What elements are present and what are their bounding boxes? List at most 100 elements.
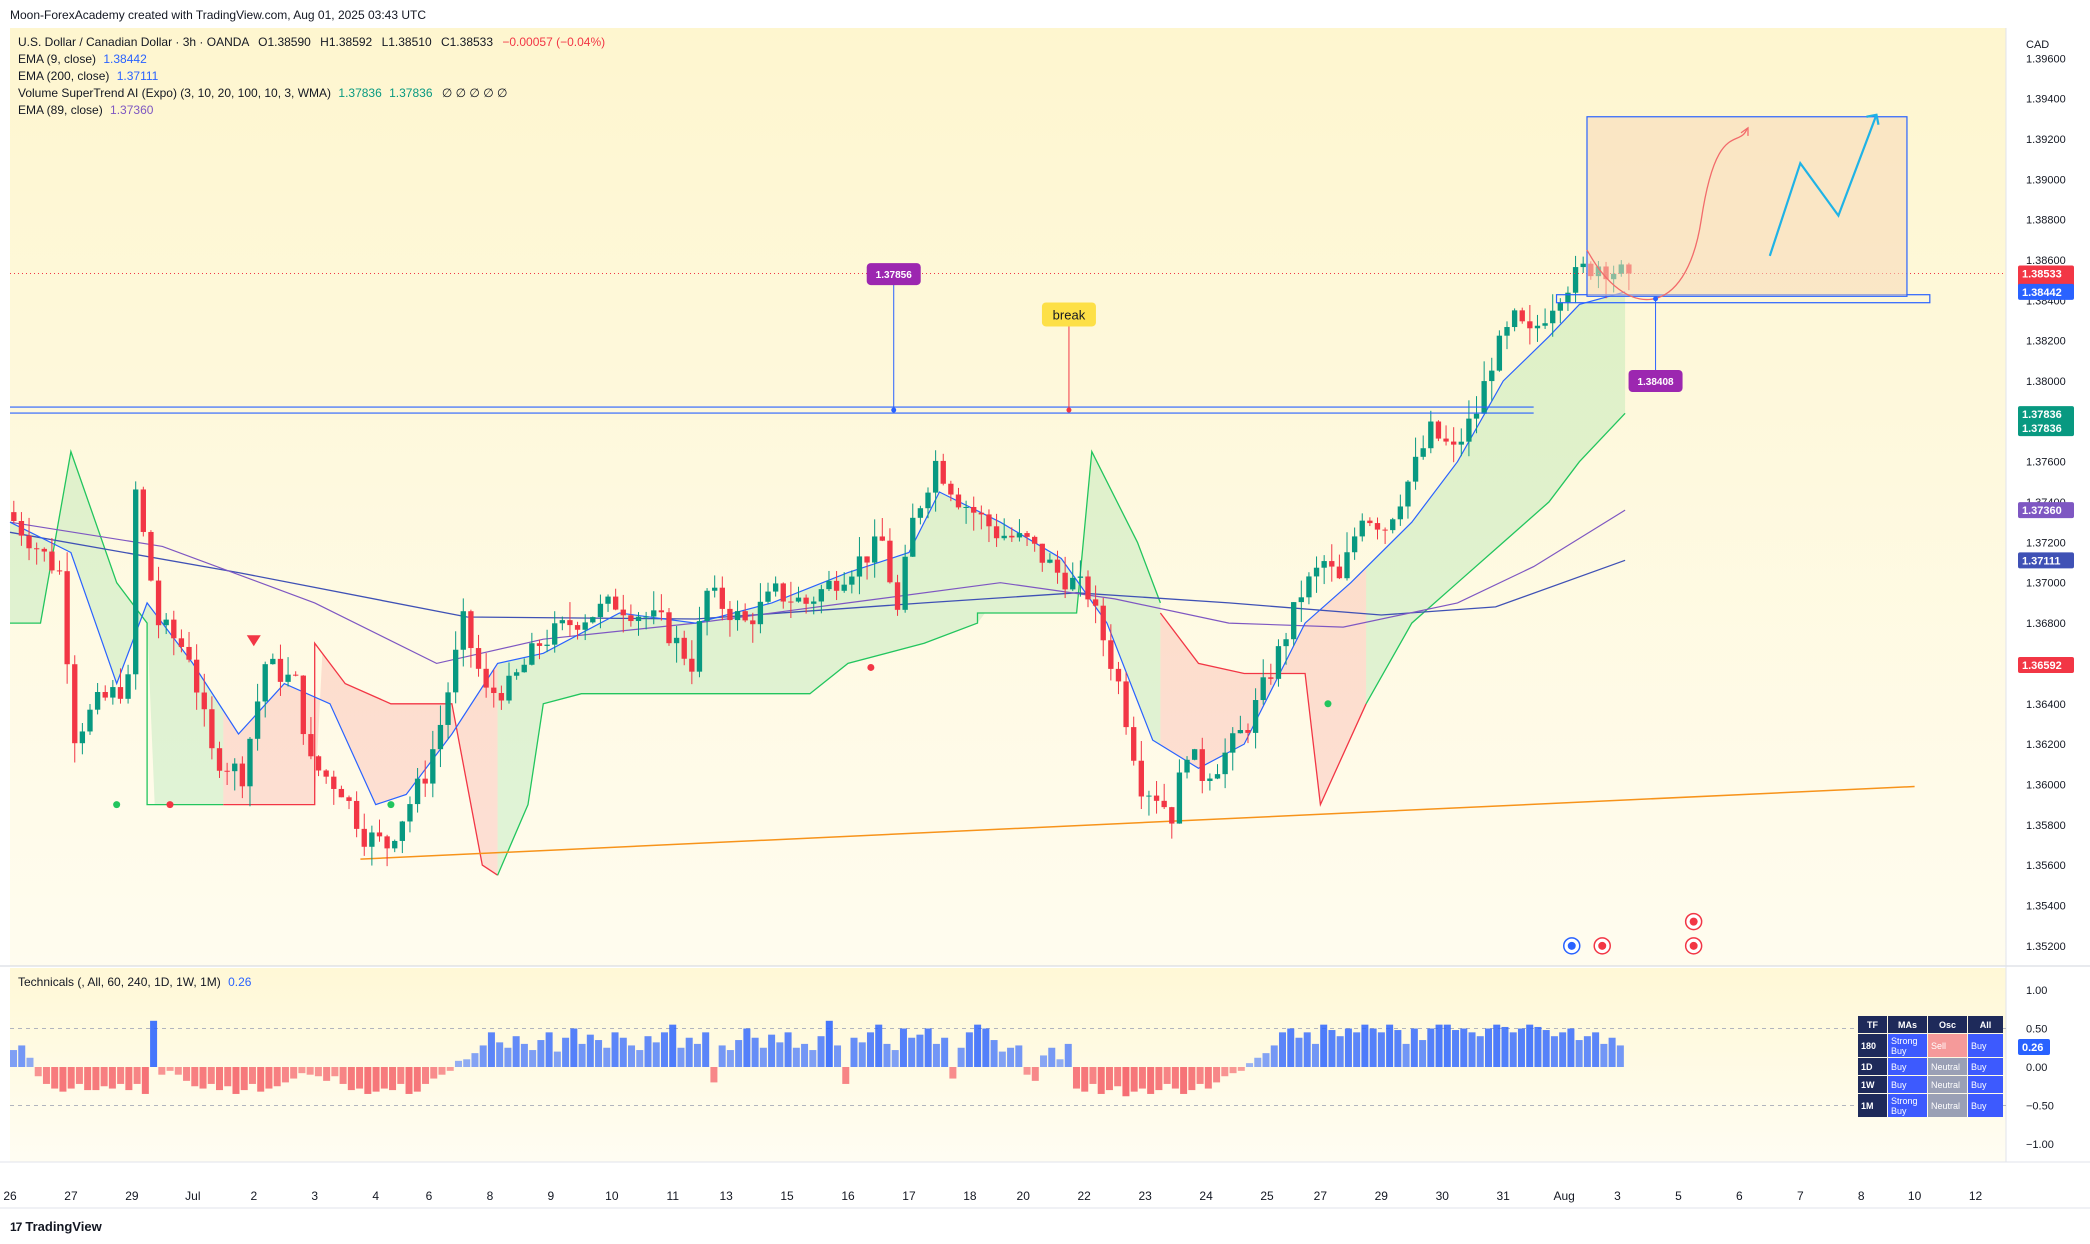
candle-body[interactable] [193,659,200,693]
price-tag-box[interactable] [866,263,921,286]
candle-body[interactable] [1176,772,1183,824]
candle-body[interactable] [902,556,908,610]
technicals-bar[interactable] [1386,1024,1394,1067]
candle-body[interactable] [1100,605,1106,641]
technicals-bar[interactable] [1048,1047,1056,1067]
candle-body[interactable] [110,687,116,698]
candle-body[interactable] [1222,752,1228,775]
candle-body[interactable] [864,556,870,563]
technicals-bar[interactable] [125,1067,133,1091]
technicals-bar[interactable] [422,1067,430,1084]
candle-body[interactable] [872,536,878,563]
technicals-bar[interactable] [487,1032,495,1067]
candle-body[interactable] [910,517,916,557]
candle-body[interactable] [841,584,847,591]
candle-body[interactable] [1336,566,1343,579]
candle-body[interactable] [795,597,802,602]
technicals-bar[interactable] [611,1032,619,1067]
technicals-legend[interactable]: Technicals (, All, 60, 240, 1D, 1W, 1M) … [18,975,251,989]
technicals-bar[interactable] [512,1036,520,1067]
technicals-bar[interactable] [339,1067,347,1084]
candle-body[interactable] [49,551,55,571]
candle-body[interactable] [849,576,855,585]
table-header-cell[interactable] [1968,1016,2003,1033]
candle-body[interactable] [719,587,725,609]
candle-body[interactable] [209,709,215,749]
candle-body[interactable] [26,535,32,549]
technicals-bar[interactable] [1031,1067,1039,1081]
technicals-bar[interactable] [413,1067,421,1092]
candle-body[interactable] [483,668,489,688]
candle-body[interactable] [475,648,482,669]
technicals-value-tag[interactable] [2018,1038,2050,1055]
candle-body[interactable] [1131,727,1137,761]
candle-body[interactable] [689,658,695,672]
technicals-bar[interactable] [1460,1028,1468,1068]
candle-body[interactable] [1077,576,1084,578]
technicals-bar[interactable] [891,1050,899,1067]
candle-body[interactable] [597,603,604,618]
technicals-bar[interactable] [801,1043,809,1067]
candle-body[interactable] [1420,448,1426,457]
technicals-bar[interactable] [693,1043,701,1067]
technicals-bar[interactable] [990,1040,998,1067]
technicals-bar[interactable] [1476,1036,1484,1067]
technicals-bar[interactable] [174,1067,182,1075]
candle-body[interactable] [887,540,893,583]
technicals-bar[interactable] [735,1040,743,1067]
candle-body[interactable] [148,531,154,581]
technicals-bar[interactable] [1295,1037,1303,1067]
technicals-bar[interactable] [364,1067,372,1094]
candle-body[interactable] [1572,267,1579,293]
technicals-bar[interactable] [496,1042,504,1067]
candle-body[interactable] [1557,302,1563,311]
technicals-bar[interactable] [1344,1028,1352,1068]
candle-body[interactable] [102,692,108,698]
candle-body[interactable] [704,590,710,622]
candle-body[interactable] [1199,749,1205,781]
technicals-bar[interactable] [644,1036,652,1067]
table-cell[interactable] [1968,1034,2003,1057]
candle-body[interactable] [1146,795,1152,797]
technicals-bar[interactable] [982,1028,990,1068]
technicals-bar[interactable] [1278,1032,1286,1067]
technicals-bar[interactable] [842,1067,850,1084]
candle-body[interactable] [1031,536,1038,544]
technicals-bar[interactable] [1122,1067,1130,1097]
candle-body[interactable] [430,749,436,784]
technicals-bar[interactable] [224,1067,232,1087]
candle-body[interactable] [361,828,367,847]
technicals-bar[interactable] [776,1042,784,1067]
technicals-bar[interactable] [883,1043,891,1067]
technicals-bar[interactable] [59,1067,67,1092]
technicals-bar[interactable] [314,1067,322,1077]
candle-body[interactable] [277,658,284,682]
technicals-bar[interactable] [924,1028,932,1068]
technicals-bar[interactable] [1072,1067,1080,1089]
technicals-bar[interactable] [141,1067,149,1094]
technicals-bar[interactable] [216,1067,224,1091]
technicals-bar[interactable] [1081,1067,1089,1092]
candle-body[interactable] [1153,795,1160,801]
candle-body[interactable] [658,610,665,613]
candle-body[interactable] [696,621,703,672]
candle-body[interactable] [1138,760,1144,797]
candle-body[interactable] [1275,646,1282,679]
candle-body[interactable] [529,643,535,665]
candle-body[interactable] [1298,597,1304,603]
candle-body[interactable] [1367,520,1373,524]
technicals-bar[interactable] [1410,1028,1418,1068]
technicals-bar[interactable] [265,1067,273,1089]
technicals-bar[interactable] [1237,1067,1245,1071]
candle-body[interactable] [574,625,581,630]
technicals-bar[interactable] [347,1067,355,1091]
candle-body[interactable] [1092,599,1099,606]
candle-body[interactable] [940,460,946,484]
technicals-bar[interactable] [430,1067,438,1079]
candle-body[interactable] [917,508,924,518]
candle-body[interactable] [643,616,649,618]
candle-body[interactable] [879,536,885,541]
candle-body[interactable] [993,526,1000,539]
candle-body[interactable] [757,601,764,625]
technicals-bar[interactable] [1608,1037,1616,1067]
